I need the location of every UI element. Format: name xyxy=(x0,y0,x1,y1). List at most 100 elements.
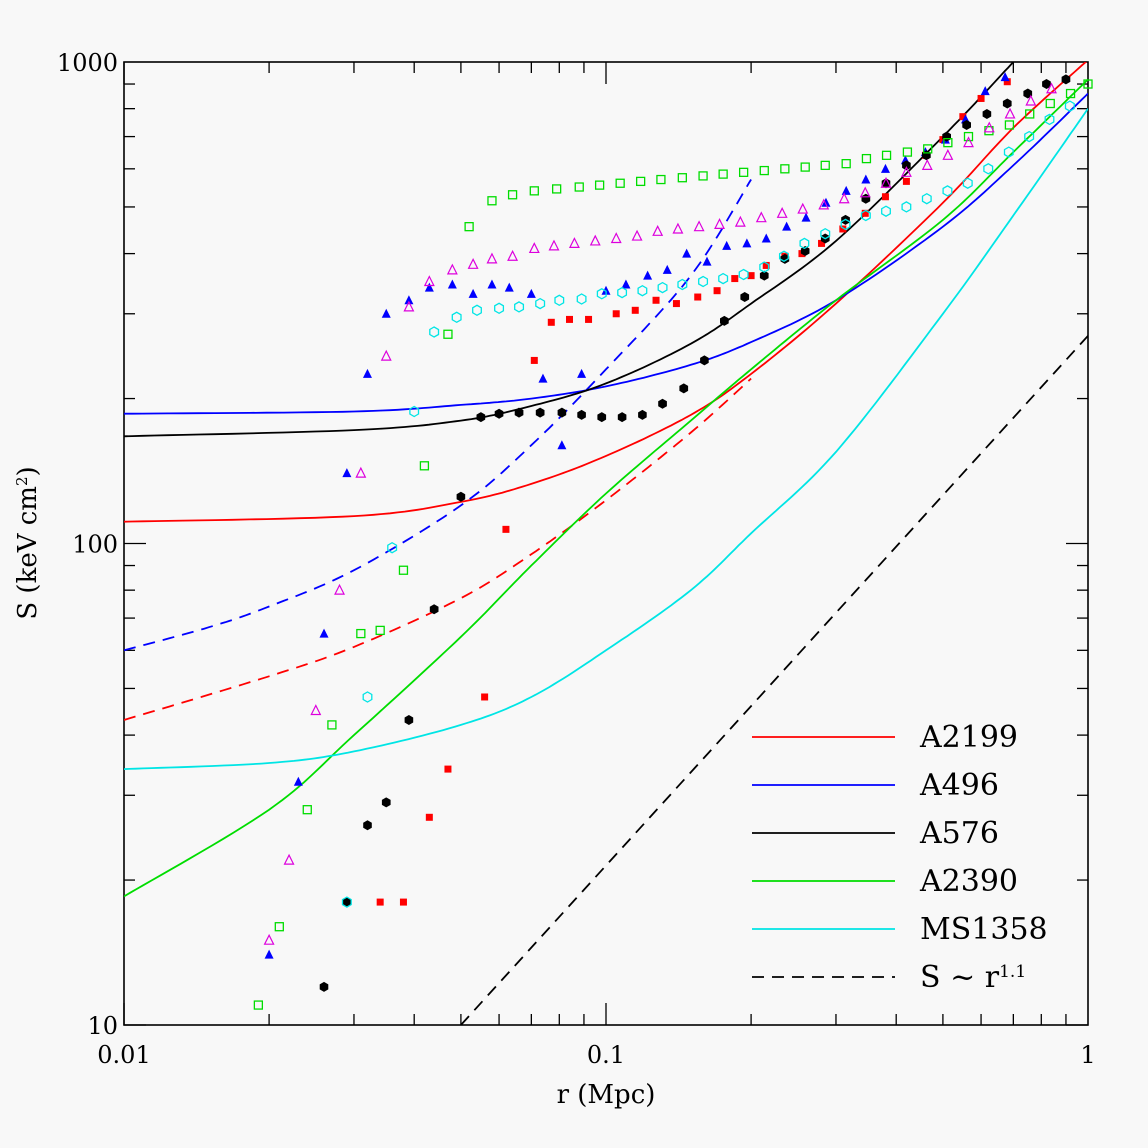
marker-a576 xyxy=(557,407,567,418)
marker-a496 xyxy=(557,440,567,450)
marker-a2199 xyxy=(839,225,847,233)
marker-a2199 xyxy=(481,693,489,701)
marker-a2199-open xyxy=(963,136,974,148)
marker-a496 xyxy=(468,288,478,298)
marker-a2390 xyxy=(1065,88,1076,99)
marker-a2199-open xyxy=(486,252,498,264)
marker-ms1358-open xyxy=(1003,146,1014,158)
marker-ms1358-open xyxy=(617,286,628,299)
marker-a576 xyxy=(679,383,689,394)
marker-a2199-open xyxy=(355,466,367,478)
marker-a576 xyxy=(902,160,911,171)
marker-ms1358-open xyxy=(657,281,668,294)
marker-ms1358-open xyxy=(409,405,420,418)
legend-label-text: A2390 xyxy=(919,864,1018,899)
marker-a2199-open xyxy=(283,853,295,865)
marker-a2199 xyxy=(1003,78,1011,86)
marker-a2390 xyxy=(923,144,933,154)
marker-a2199 xyxy=(444,765,452,773)
marker-a2390 xyxy=(1083,79,1093,89)
marker-ms1358-open xyxy=(718,272,729,285)
marker-a496 xyxy=(424,282,434,292)
marker-a2390 xyxy=(718,169,728,179)
marker-a576 xyxy=(658,398,667,409)
marker-a2199-open xyxy=(334,583,346,595)
marker-a2199-open xyxy=(921,159,933,170)
marker-a576 xyxy=(759,270,769,281)
marker-a2199-open xyxy=(548,239,560,251)
marker-ms1358-open xyxy=(860,209,871,222)
marker-a2390 xyxy=(861,153,872,164)
marker-ms1358-open xyxy=(1024,130,1035,143)
marker-a2199 xyxy=(631,306,639,314)
curve-model-dashed xyxy=(124,179,752,652)
marker-a2199-open xyxy=(589,234,601,246)
marker-a2199 xyxy=(731,275,739,283)
marker-a496 xyxy=(319,628,329,638)
marker-a496 xyxy=(643,270,653,280)
marker-a2199-open xyxy=(983,121,995,133)
marker-ms1358-open xyxy=(759,261,770,273)
marker-ms1358-open xyxy=(901,201,912,213)
marker-ms1358-open xyxy=(820,227,831,240)
curve-s-r-1-1-dashed xyxy=(460,335,1088,1025)
marker-a496 xyxy=(538,373,548,383)
curve-ms1358 xyxy=(124,108,1088,770)
marker-a2199-open xyxy=(423,275,435,287)
marker-ms1358-open xyxy=(921,192,932,205)
marker-a496 xyxy=(841,185,851,195)
marker-ms1358-open xyxy=(983,163,994,175)
marker-ms1358-open xyxy=(840,218,851,231)
marker-a2199-open xyxy=(380,349,392,361)
marker-ms1358-open xyxy=(677,278,688,291)
marker-a2199-open xyxy=(631,229,643,241)
marker-a2390 xyxy=(375,625,385,636)
marker-ms1358-open xyxy=(494,302,505,315)
marker-a576 xyxy=(720,315,729,326)
marker-a2199 xyxy=(585,315,593,323)
marker-a2199 xyxy=(818,239,826,247)
y-tick-label: 100 xyxy=(72,531,118,559)
marker-ms1358-open xyxy=(698,275,709,288)
marker-a576 xyxy=(476,412,486,423)
marker-a496 xyxy=(504,282,514,292)
marker-a2390 xyxy=(1025,109,1035,119)
marker-a2199-open xyxy=(528,242,540,254)
marker-a576 xyxy=(780,253,790,264)
marker-ms1358-open xyxy=(596,288,607,300)
marker-a2390 xyxy=(253,1000,264,1010)
marker-a2390 xyxy=(881,150,892,160)
marker-ms1358-open xyxy=(362,691,373,703)
legend: A2199 A496 A576 A2390 MS1358 S ~ r1.1 xyxy=(752,720,1048,995)
y-axis-label: S (keV cm2) xyxy=(13,466,43,619)
marker-a496 xyxy=(861,174,871,184)
marker-a2199-open xyxy=(942,148,954,160)
marker-a496 xyxy=(526,288,536,298)
marker-ms1358-open xyxy=(429,326,440,338)
marker-a2199 xyxy=(399,898,407,906)
marker-a496 xyxy=(782,221,792,231)
marker-a2199 xyxy=(530,356,538,364)
marker-a2390 xyxy=(1004,120,1015,130)
tick-labels: 0.01 0.1 1 10 100 1000 xyxy=(57,49,1096,1069)
marker-a2390 xyxy=(487,196,497,206)
marker-a2390 xyxy=(902,147,913,157)
marker-a2390 xyxy=(574,182,584,192)
y-tick-label: 10 xyxy=(87,1012,118,1040)
marker-a2199 xyxy=(672,300,680,308)
marker-ms1358-open xyxy=(535,297,546,310)
marker-ms1358-open xyxy=(778,250,789,262)
marker-a2390 xyxy=(698,171,708,181)
marker-a2390 xyxy=(800,162,810,172)
marker-a2390 xyxy=(1045,98,1055,109)
curve-a496 xyxy=(124,92,1088,415)
legend-label-text: A576 xyxy=(919,816,999,851)
legend-label: A2390 xyxy=(919,864,1018,899)
marker-a496 xyxy=(662,264,672,274)
marker-a2199-open xyxy=(1004,107,1016,119)
marker-a2199 xyxy=(612,310,620,318)
x-tick-label: 0.1 xyxy=(587,1041,625,1069)
y-axis-label-main: S (keV cm xyxy=(13,486,43,620)
marker-a2199 xyxy=(881,193,889,201)
marker-a576 xyxy=(638,409,647,420)
